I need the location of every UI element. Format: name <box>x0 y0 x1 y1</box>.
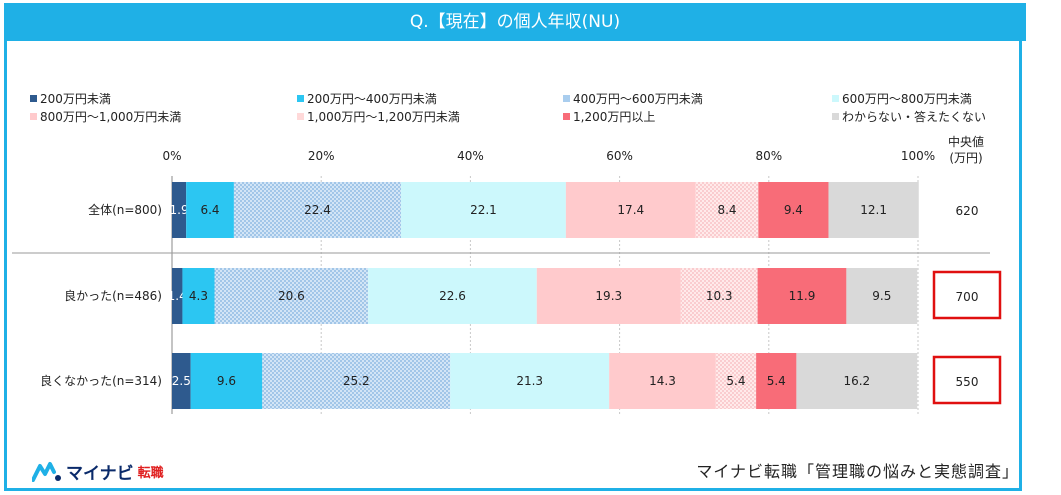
median-value: 550 <box>956 375 979 389</box>
bar-segment <box>214 268 369 324</box>
bar-segment <box>262 353 451 409</box>
data-label: 19.3 <box>595 289 622 303</box>
median-value: 700 <box>956 290 979 304</box>
bar-segment <box>828 182 919 238</box>
bar-segment <box>846 268 918 324</box>
bar-segment <box>401 182 566 238</box>
data-label: 20.6 <box>278 289 305 303</box>
data-label: 1.4 <box>168 289 187 303</box>
bar-segment <box>695 182 759 238</box>
bar-segment <box>796 353 918 409</box>
legend-label-8: わからない・答えたくない <box>842 109 986 124</box>
logo-text: マイナビ <box>66 463 134 484</box>
data-label: 14.3 <box>649 374 676 388</box>
bar-segment <box>536 268 681 324</box>
category-labels: 全体(n=800) 良かった(n=486) 良くなかった(n=314) <box>40 202 162 388</box>
bar-segment <box>172 182 187 238</box>
x-tick-label: 80% <box>755 149 782 163</box>
x-tick-label: 60% <box>606 149 633 163</box>
bar-segment <box>757 268 847 324</box>
source-caption: マイナビ転職「管理職の悩みと実態調査」 <box>696 462 1019 481</box>
x-tick-label: 40% <box>457 149 484 163</box>
chart-legend: 200万円未満 200万円〜400万円未満 400万円〜600万円未満 600万円〜8… <box>30 92 986 124</box>
legend-label-1: 200万円未満 <box>40 92 111 106</box>
median-highlight-box <box>932 270 1002 320</box>
bar-segment <box>565 182 696 238</box>
bar-segment <box>680 268 758 324</box>
category-label: 良くなかった(n=314) <box>40 373 162 388</box>
data-label: 4.3 <box>189 289 208 303</box>
legend-swatch-6 <box>297 113 304 120</box>
bar-segment <box>172 353 191 409</box>
data-label: 9.6 <box>217 374 236 388</box>
x-axis: 0% 20% 40% 60% 80% 100% <box>12 149 990 414</box>
data-label: 2.5 <box>172 374 191 388</box>
bar-segment <box>450 353 610 409</box>
chart-title: Q.【現在】の個人年収(NU) <box>4 3 1026 41</box>
data-label: 22.4 <box>304 203 331 217</box>
bar-segment <box>758 182 829 238</box>
data-label: 8.4 <box>717 203 736 217</box>
data-label: 22.6 <box>439 289 466 303</box>
legend-swatch-4 <box>832 95 839 102</box>
bar-segment <box>368 268 537 324</box>
legend-label-4: 600万円〜800万円未満 <box>842 92 972 106</box>
data-label: 5.4 <box>726 374 745 388</box>
bar-segment <box>172 268 183 324</box>
bar-segment <box>233 182 402 238</box>
bar-segment <box>182 268 215 324</box>
data-label: 25.2 <box>343 374 370 388</box>
data-label: 22.1 <box>470 203 497 217</box>
legend-swatch-7 <box>563 113 570 120</box>
data-label: 10.3 <box>706 289 733 303</box>
median-highlight-box <box>932 355 1002 405</box>
median-column: 中央値 (万円) 620 700 550 <box>932 134 1002 405</box>
bar-segment <box>190 353 263 409</box>
bars: 1.9 6.4 22.4 22.1 17.4 8.4 9.4 12.1 1.4 4.3 20.6 22… <box>168 182 919 409</box>
x-tick-label: 100% <box>901 149 935 163</box>
legend-label-7: 1,200万円以上 <box>573 110 655 124</box>
legend-swatch-5 <box>30 113 37 120</box>
x-tick-label: 0% <box>162 149 181 163</box>
legend-swatch-3 <box>563 95 570 102</box>
median-header-line2: (万円) <box>949 151 982 165</box>
bar-segment <box>609 353 716 409</box>
median-header-line1: 中央値 <box>948 134 984 149</box>
legend-label-3: 400万円〜600万円未満 <box>573 92 703 106</box>
legend-swatch-1 <box>30 95 37 102</box>
bar-segment <box>715 353 757 409</box>
chart-panel <box>4 41 1022 491</box>
data-label: 1.9 <box>170 203 189 217</box>
data-label: 9.4 <box>784 203 803 217</box>
legend-swatch-8 <box>832 113 839 120</box>
legend-label-5: 800万円〜1,000万円未満 <box>40 110 181 124</box>
data-label: 21.3 <box>516 374 543 388</box>
mynavi-logo-icon <box>32 462 61 482</box>
legend-label-2: 200万円〜400万円未満 <box>307 92 437 106</box>
logo-subtext: 転職 <box>137 465 164 481</box>
category-label: 全体(n=800) <box>88 202 162 217</box>
data-label: 17.4 <box>617 203 644 217</box>
legend-label-6: 1,000万円〜1,200万円未満 <box>307 110 460 124</box>
data-label: 16.2 <box>843 374 870 388</box>
mynavi-logo: マイナビ 転職 <box>32 458 164 484</box>
data-label: 6.4 <box>200 203 219 217</box>
bar-segment <box>186 182 234 238</box>
legend-swatch-2 <box>297 95 304 102</box>
data-label: 9.5 <box>872 289 891 303</box>
data-label: 5.4 <box>767 374 786 388</box>
category-label: 良かった(n=486) <box>64 288 162 303</box>
data-label: 11.9 <box>789 289 816 303</box>
bar-segment <box>756 353 797 409</box>
data-label: 12.1 <box>860 203 887 217</box>
x-tick-label: 20% <box>308 149 335 163</box>
median-value: 620 <box>956 204 979 218</box>
